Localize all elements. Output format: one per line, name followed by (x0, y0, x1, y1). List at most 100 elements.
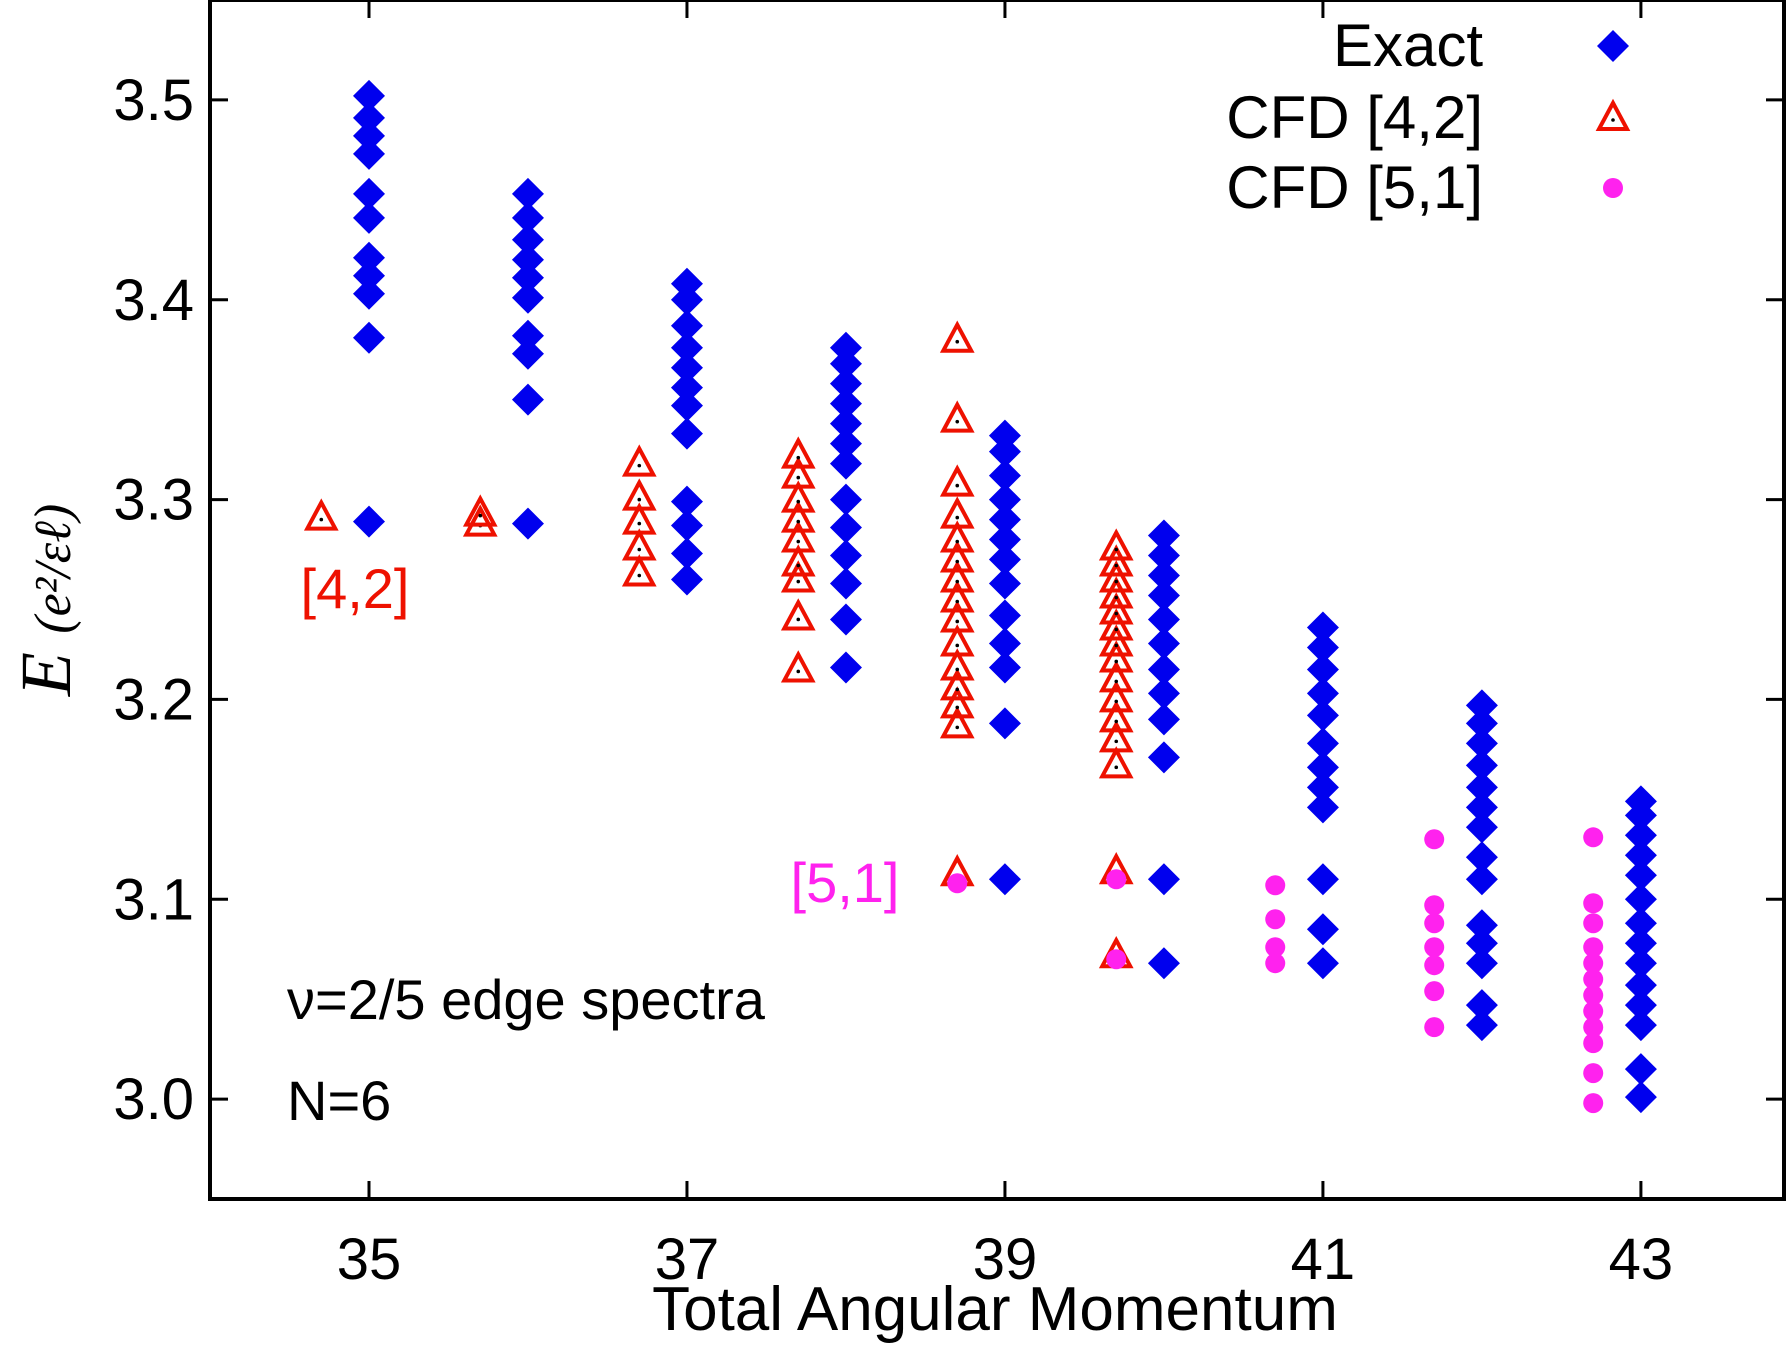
data-point (1098, 720, 1134, 753)
data-point (1098, 576, 1134, 609)
data-point (1098, 528, 1134, 561)
data-point (352, 277, 385, 310)
y-tick-label: 3.2 (113, 667, 194, 732)
data-point (829, 331, 862, 364)
series-2 (947, 827, 1604, 1114)
y-tick-label: 3.5 (113, 68, 194, 133)
data-point (1465, 947, 1498, 980)
data-point (988, 651, 1021, 684)
data-point (829, 603, 862, 636)
data-point (1583, 1001, 1604, 1022)
data-point (988, 543, 1021, 576)
data-point (1106, 869, 1127, 890)
data-point (988, 599, 1021, 632)
data-point (352, 505, 385, 538)
data-point (780, 500, 816, 533)
data-point (1624, 859, 1657, 892)
data-point (829, 387, 862, 420)
data-point (1147, 863, 1180, 896)
tick-labels: 35 37 39 41 43 3.0 3.1 3.2 3.3 3.4 3.5 (113, 68, 1673, 1292)
data-point (1098, 624, 1134, 657)
data-point (511, 383, 544, 416)
data-point (1098, 660, 1134, 693)
data-point (511, 319, 544, 352)
data-point (1306, 677, 1339, 710)
legend-label: Exact (1333, 12, 1483, 79)
y-tick-label: 3.4 (113, 268, 194, 333)
data-point (1465, 863, 1498, 896)
series-0 (352, 79, 1657, 1114)
data-point (621, 478, 657, 511)
data-point (1583, 893, 1604, 914)
data-point (780, 560, 816, 593)
data-point (511, 507, 544, 540)
x-tick-label: 41 (1291, 1227, 1356, 1292)
data-point (1147, 677, 1180, 710)
data-point (1624, 785, 1657, 818)
data-point (670, 563, 703, 596)
data-point (939, 560, 975, 593)
data-point (1465, 791, 1498, 824)
data-point (621, 528, 657, 561)
data-point (352, 119, 385, 152)
data-point (1424, 913, 1445, 934)
x-tick-label: 43 (1609, 1227, 1674, 1292)
data-point (1624, 839, 1657, 872)
data-point (511, 243, 544, 276)
data-point (1147, 519, 1180, 552)
data-point (1147, 947, 1180, 980)
data-point (939, 600, 975, 633)
y-tick-label: 3.1 (113, 867, 194, 932)
data-point (780, 456, 816, 489)
data-point (1147, 627, 1180, 660)
data-point (1583, 953, 1604, 974)
data-point (988, 567, 1021, 600)
data-point (1306, 727, 1339, 760)
y-axis-label: E (e²/εℓ) (6, 504, 86, 697)
data-point (939, 320, 975, 353)
data-point (1624, 1053, 1657, 1086)
data-point (1106, 949, 1127, 970)
data-point (1624, 927, 1657, 960)
data-point (1624, 947, 1657, 980)
data-point (939, 686, 975, 719)
data-point (1098, 640, 1134, 673)
data-point (1098, 700, 1134, 733)
plot-frame (208, 0, 1786, 1201)
data-point (352, 259, 385, 292)
data-point (1624, 1081, 1657, 1114)
data-point (670, 351, 703, 384)
y-tick-label: 3.0 (113, 1067, 194, 1132)
data-point (939, 706, 975, 739)
data-point (1306, 913, 1339, 946)
data-point (988, 419, 1021, 452)
data-point (1465, 707, 1498, 740)
data-point (1306, 653, 1339, 686)
data-point (939, 668, 975, 701)
data-point (947, 873, 968, 894)
data-point (621, 502, 657, 535)
y-axis-label-symbol: E (6, 652, 86, 697)
data-point (1098, 544, 1134, 577)
data-point (1465, 927, 1498, 960)
data-point (511, 223, 544, 256)
data-point (1465, 909, 1498, 942)
data-point (1098, 560, 1134, 593)
data-point (1147, 703, 1180, 736)
data-point (1306, 771, 1339, 804)
data-point (829, 539, 862, 572)
data-point (352, 241, 385, 274)
data-point (352, 201, 385, 234)
data-point (621, 444, 657, 477)
data-marks (303, 79, 1657, 1114)
data-point (1624, 819, 1657, 852)
annotation-system: ν=2/5 edge spectra (287, 968, 766, 1031)
annotation-label-51: [5,1] (791, 851, 900, 914)
data-point (1265, 953, 1286, 974)
data-point (988, 627, 1021, 660)
data-point (1583, 937, 1604, 958)
x-tick-label: 37 (655, 1227, 720, 1292)
data-point (1624, 907, 1657, 940)
data-point (1583, 969, 1604, 990)
